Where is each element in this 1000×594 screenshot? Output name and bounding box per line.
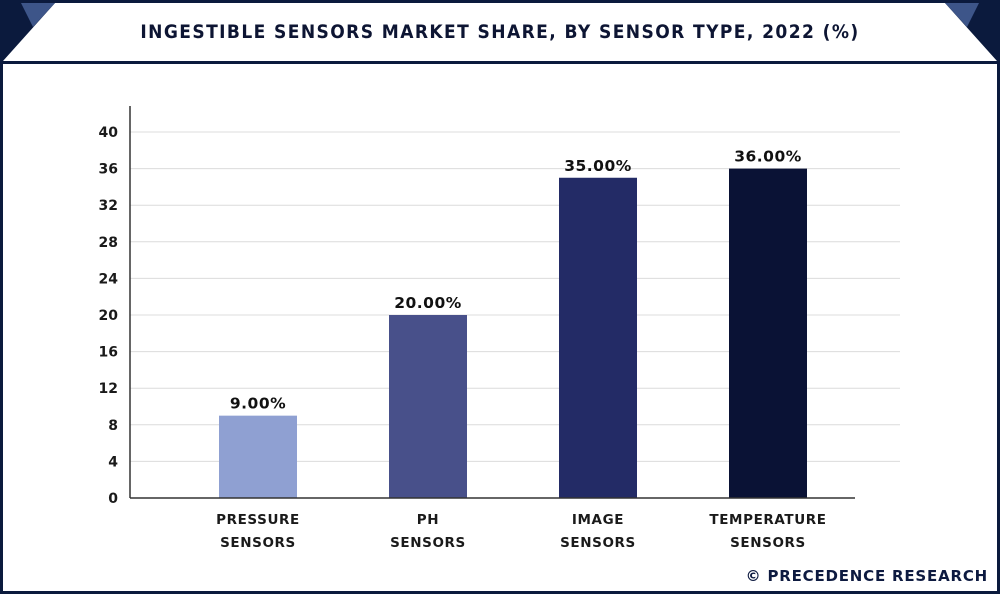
bar-value-label: 20.00% [394, 294, 462, 312]
bars [219, 168, 807, 498]
x-category-label: SENSORS [220, 535, 296, 551]
x-category-label: IMAGE [572, 512, 624, 528]
x-axis-labels: PRESSURE SENSORS PH SENSORS IMAGE SENSORS TEMP… [216, 512, 826, 551]
bar [559, 177, 637, 498]
bar-value-label: 9.00% [230, 395, 286, 413]
y-tick-label: 20 [99, 308, 119, 324]
value-labels: 9.00% 20.00% 35.00% 36.00% [230, 148, 802, 413]
chart-title: INGESTIBLE SENSORS MARKET SHARE, BY SENS… [140, 21, 860, 43]
y-tick-label: 12 [99, 381, 118, 397]
header-left-accent [21, 3, 55, 27]
bar-value-label: 35.00% [564, 157, 632, 175]
bar [219, 415, 297, 498]
y-tick-label: 32 [99, 198, 118, 214]
y-tick-label: 24 [99, 271, 119, 287]
chart-header: INGESTIBLE SENSORS MARKET SHARE, BY SENS… [3, 3, 997, 64]
x-category-label: PH [417, 512, 439, 528]
x-category-label: SENSORS [390, 535, 466, 551]
x-category-label: PRESSURE [216, 512, 300, 528]
header-decoration [3, 3, 997, 61]
x-category-label: TEMPERATURE [709, 512, 826, 528]
header-right-accent [945, 3, 979, 27]
x-category-label: SENSORS [730, 535, 806, 551]
bar [389, 315, 467, 498]
bar-value-label: 36.00% [734, 148, 802, 166]
y-tick-label: 16 [99, 345, 118, 361]
y-tick-label: 40 [99, 125, 119, 141]
y-tick-label: 36 [99, 162, 118, 178]
bar [729, 168, 807, 498]
x-category-label: SENSORS [560, 535, 636, 551]
header-right-corner [945, 3, 997, 61]
source-credit: © PRECEDENCE RESEARCH [745, 567, 988, 585]
y-axis-ticks: 0 4 8 12 16 20 24 28 32 36 40 [99, 125, 119, 507]
y-tick-label: 4 [108, 454, 118, 470]
y-tick-label: 28 [99, 235, 118, 251]
y-tick-label: 0 [108, 491, 118, 507]
y-tick-label: 8 [108, 418, 118, 434]
header-left-corner [3, 3, 55, 61]
